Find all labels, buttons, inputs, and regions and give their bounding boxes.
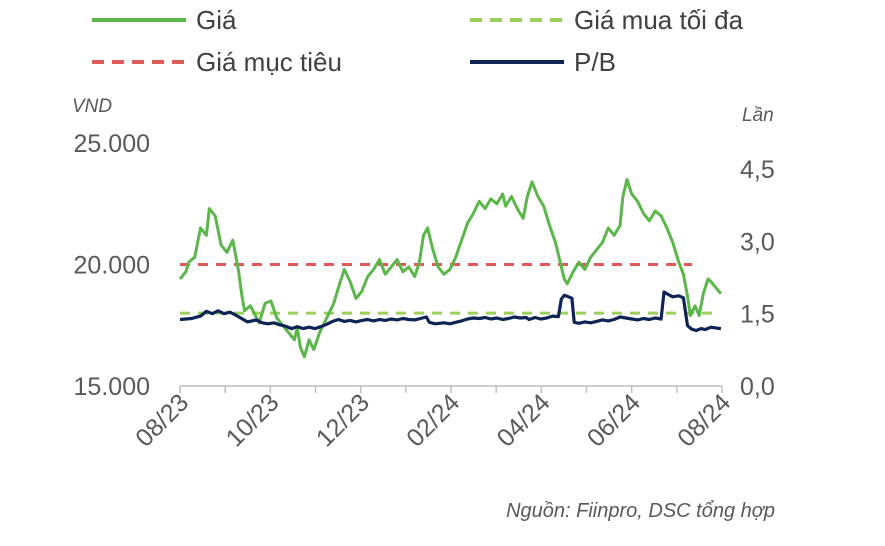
x-tick-label: 10/23: [221, 388, 285, 452]
series-line-gia: [178, 178, 723, 359]
legend: Giá Giá mua tối đa Giá mục tiêu P/B: [92, 5, 744, 77]
x-tick-label: 04/24: [492, 388, 556, 452]
x-tick-label: 06/24: [582, 388, 646, 452]
legend-item-gia: Giá: [92, 5, 237, 35]
legend-item-gia-mua-toi-da: Giá mua tối đa: [470, 5, 744, 35]
y-right-unit: Lần: [742, 105, 774, 126]
y-left-tick-label: 25.000: [74, 130, 150, 158]
legend-label-pb: P/B: [574, 47, 616, 77]
source-note: Nguồn: Fiinpro, DSC tổng hợp: [506, 500, 775, 522]
series-line-pb: [179, 290, 722, 333]
y-left-tick-label: 15.000: [74, 373, 150, 401]
legend-label-gia-muc-tieu: Giá mục tiêu: [196, 47, 342, 77]
legend-item-gia-muc-tieu: Giá mục tiêu: [92, 47, 342, 77]
y-right-tick-label: 0,0: [740, 373, 775, 401]
x-tick-label: 08/24: [672, 388, 736, 452]
x-tick-label: 12/23: [311, 388, 375, 452]
x-tick-label: 02/24: [401, 388, 465, 452]
y-right-tick-label: 3,0: [740, 228, 775, 256]
legend-label-gia-mua-toi-da: Giá mua tối đa: [574, 5, 744, 35]
y-left-unit: VND: [72, 96, 112, 117]
x-axis: 08/23 10/23 12/23 02/24 04/24 06/24 08/24: [130, 385, 736, 452]
y-left-tick-label: 20.000: [74, 252, 150, 280]
legend-label-gia: Giá: [196, 5, 237, 35]
y-left-tick-labels: 15.000 20.000 25.000: [74, 130, 150, 401]
series-lines: [178, 178, 723, 359]
legend-item-pb: P/B: [470, 47, 616, 77]
y-right-tick-label: 4,5: [740, 156, 775, 184]
y-right-tick-label: 1,5: [740, 301, 775, 329]
y-right-tick-labels: 0,0 1,5 3,0 4,5: [740, 156, 775, 401]
